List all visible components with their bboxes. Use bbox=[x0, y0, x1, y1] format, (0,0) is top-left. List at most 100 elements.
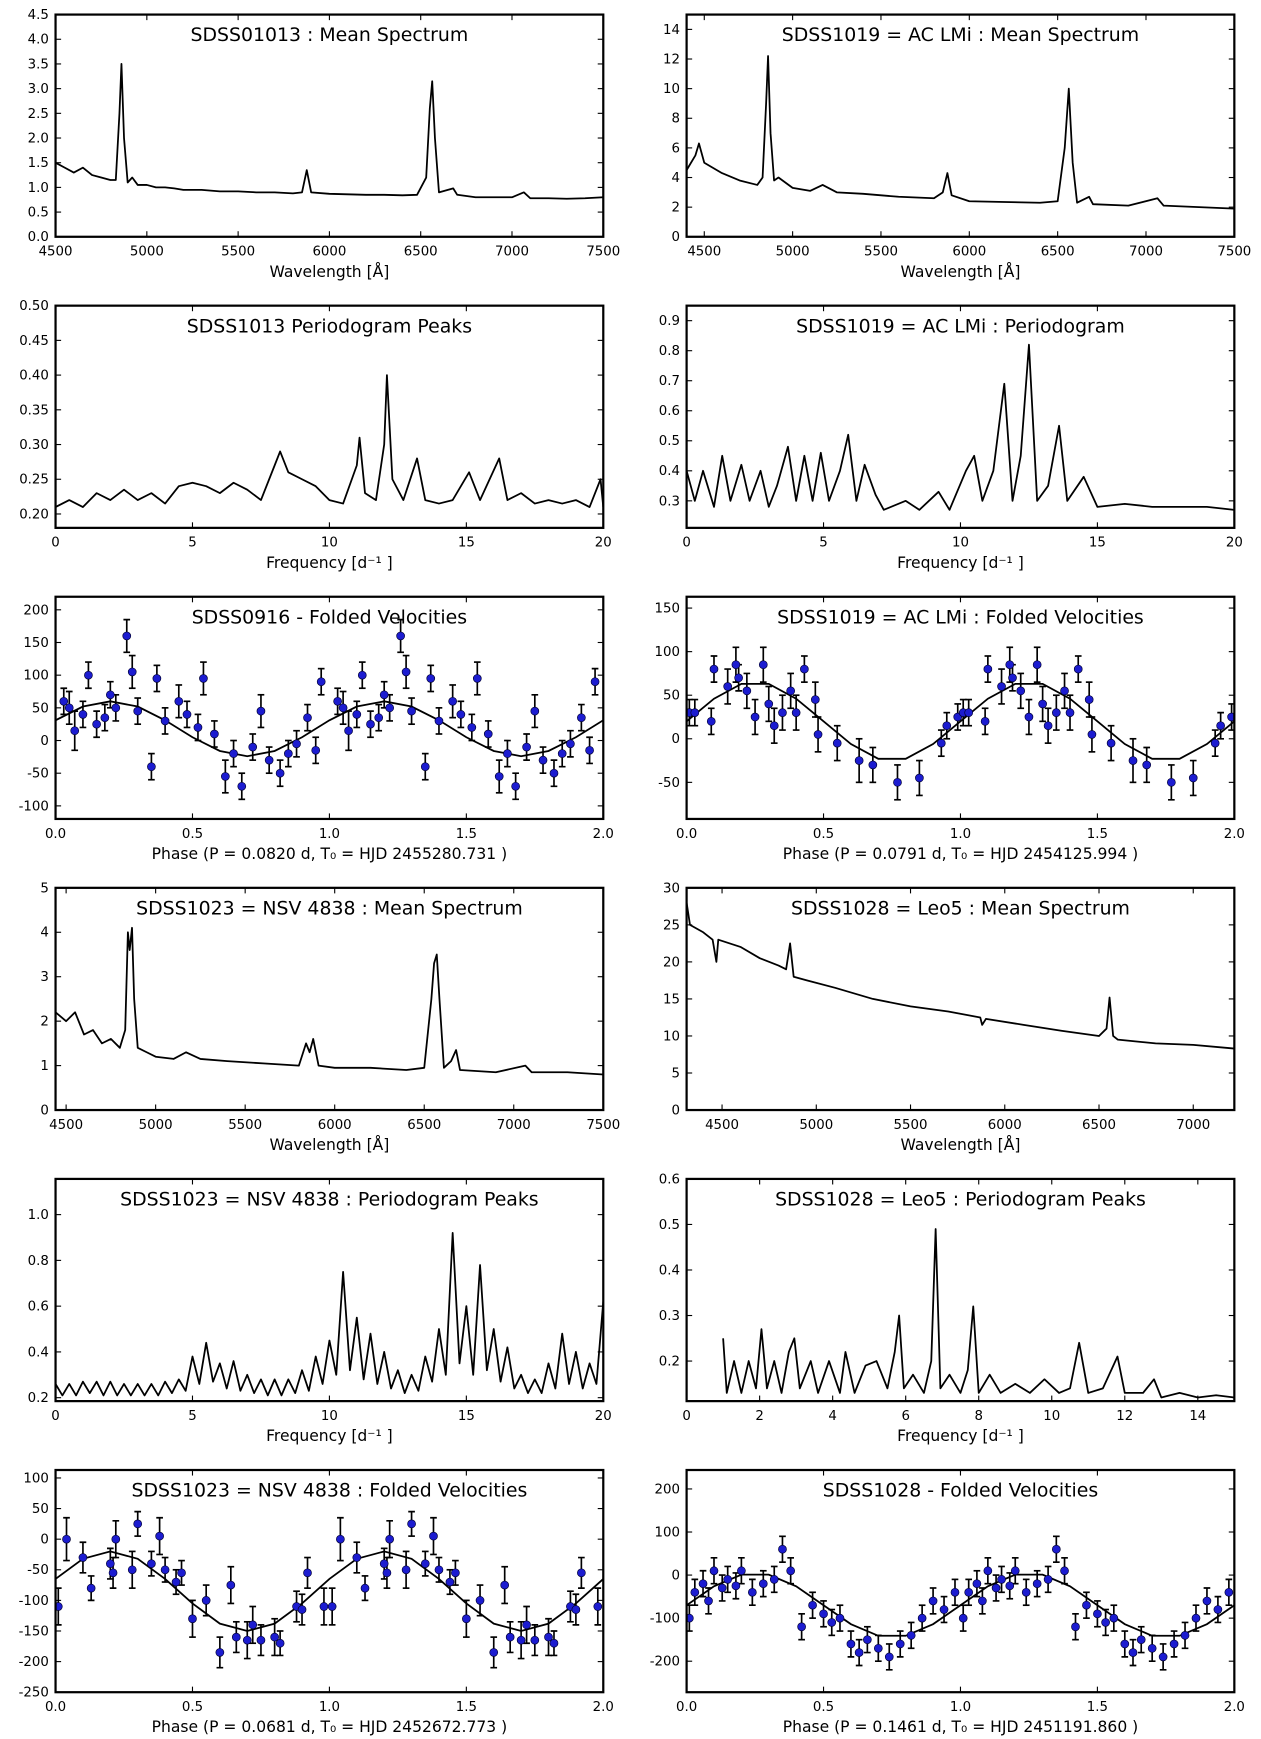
frame bbox=[685, 1468, 1236, 1694]
y-tick-label: 4.5 bbox=[28, 8, 49, 23]
y-tick-label: 100 bbox=[23, 669, 48, 684]
x-tick-label: 5500 bbox=[864, 245, 898, 260]
x-tick-label: 4500 bbox=[39, 245, 73, 260]
x-tick-label: 5 bbox=[188, 536, 196, 551]
x-tick-label: 0.0 bbox=[676, 827, 697, 842]
data-point bbox=[549, 768, 559, 778]
x-tick-label: 15 bbox=[458, 1409, 475, 1424]
data-point bbox=[1147, 1643, 1157, 1653]
data-point bbox=[1038, 699, 1047, 709]
data-point bbox=[786, 686, 796, 696]
y-tick-label: 10 bbox=[663, 82, 680, 97]
data-point bbox=[155, 1531, 164, 1541]
x-tick-label: 6000 bbox=[318, 1118, 352, 1133]
y-tick-label: 2.0 bbox=[28, 131, 49, 146]
data-point bbox=[978, 1596, 987, 1606]
data-point bbox=[352, 710, 362, 719]
data-point bbox=[193, 723, 203, 732]
y-tick-label: 1.0 bbox=[28, 181, 49, 196]
data-point bbox=[1060, 1566, 1069, 1576]
x-tick-label: 1.0 bbox=[950, 1700, 971, 1715]
data-point bbox=[698, 1579, 708, 1589]
data-point bbox=[396, 631, 405, 641]
y-tick-label: 0 bbox=[671, 1103, 679, 1118]
data-point bbox=[182, 710, 192, 719]
data-point bbox=[1073, 664, 1083, 674]
y-tick-label: 6 bbox=[671, 141, 679, 156]
data-point bbox=[111, 703, 121, 713]
x-tick-label: 5000 bbox=[799, 1118, 833, 1133]
data-point bbox=[690, 708, 700, 717]
data-point bbox=[215, 1648, 225, 1657]
data-point bbox=[549, 1638, 559, 1648]
y-tick-label: 0.8 bbox=[659, 344, 680, 359]
panel-title: SDSS1023 = NSV 4838 : Folded Velocities bbox=[131, 1480, 527, 1502]
spectrum-line bbox=[55, 1232, 604, 1397]
data-point bbox=[1106, 738, 1116, 748]
frame bbox=[685, 13, 1236, 238]
data-point bbox=[1128, 756, 1138, 765]
y-tick-label: 200 bbox=[654, 1482, 679, 1497]
panel: 0.0 0.5 1.0 1.5 2.0 2.5 3.0 3.5 4.0 4.5 4500 5000 55… bbox=[28, 8, 621, 281]
x-axis-label: Frequency [d⁻¹ ] bbox=[266, 554, 393, 572]
data-point bbox=[980, 717, 990, 726]
data-point bbox=[1084, 695, 1094, 704]
x-tick-label: 15 bbox=[458, 536, 475, 551]
data-point bbox=[494, 772, 504, 781]
y-tick-label: 50 bbox=[663, 689, 680, 704]
data-point bbox=[462, 1614, 471, 1624]
x-axis-label: Frequency [d⁻¹ ] bbox=[266, 1427, 393, 1445]
x-tick-label: 1.0 bbox=[319, 1700, 340, 1715]
data-point bbox=[174, 696, 184, 706]
frame bbox=[54, 595, 605, 821]
data-point bbox=[1158, 1652, 1168, 1662]
data-point bbox=[1010, 1566, 1020, 1576]
data-point bbox=[248, 742, 258, 752]
data-point bbox=[571, 1605, 581, 1614]
plot-area bbox=[686, 902, 1235, 1050]
data-point bbox=[483, 729, 493, 739]
data-point bbox=[352, 1553, 362, 1562]
y-tick-label: 14 bbox=[663, 23, 680, 38]
data-point bbox=[1043, 1575, 1053, 1584]
y-tick-label: 0.4 bbox=[659, 464, 680, 479]
data-point bbox=[1227, 712, 1235, 722]
y-tick-label: 0.6 bbox=[659, 1172, 680, 1187]
data-point bbox=[505, 1632, 515, 1642]
y-tick-label: 0.40 bbox=[19, 369, 49, 384]
data-point bbox=[229, 749, 238, 758]
y-tick-label: 8 bbox=[671, 112, 679, 127]
x-tick-label: 1.5 bbox=[456, 827, 477, 842]
y-tick-label: 0.7 bbox=[659, 374, 680, 389]
x-axis-label: Wavelength [Å] bbox=[901, 262, 1021, 281]
data-point bbox=[55, 1602, 63, 1611]
data-point bbox=[808, 1600, 817, 1610]
data-point bbox=[379, 1559, 389, 1568]
data-point bbox=[769, 1575, 779, 1584]
x-tick-label: 4500 bbox=[705, 1118, 739, 1133]
data-point bbox=[1128, 1648, 1138, 1657]
data-point bbox=[827, 1618, 837, 1627]
plot-area bbox=[686, 55, 1235, 210]
data-point bbox=[231, 1632, 241, 1642]
data-point bbox=[522, 742, 531, 752]
y-tick-label: 0.3 bbox=[659, 494, 680, 509]
frame bbox=[685, 886, 1236, 1112]
data-point bbox=[748, 1587, 757, 1597]
data-point bbox=[797, 1622, 806, 1632]
data-point bbox=[366, 719, 375, 729]
x-axis-label: Phase (P = 0.0791 d, T₀ = HJD 2454125.99… bbox=[783, 845, 1139, 863]
x-axis-label: Frequency [d⁻¹ ] bbox=[897, 1427, 1024, 1445]
y-tick-label: 0.45 bbox=[19, 334, 49, 349]
data-point bbox=[863, 1635, 872, 1645]
data-point bbox=[1065, 708, 1075, 717]
data-point bbox=[401, 667, 411, 677]
data-point bbox=[917, 1613, 927, 1623]
data-point bbox=[522, 1620, 531, 1630]
spectrum-line bbox=[722, 1228, 1235, 1399]
x-tick-label: 5 bbox=[819, 536, 827, 551]
frame bbox=[54, 1468, 605, 1694]
y-tick-label: -200 bbox=[19, 1655, 49, 1670]
data-point bbox=[445, 1577, 455, 1587]
data-point bbox=[303, 1568, 312, 1578]
